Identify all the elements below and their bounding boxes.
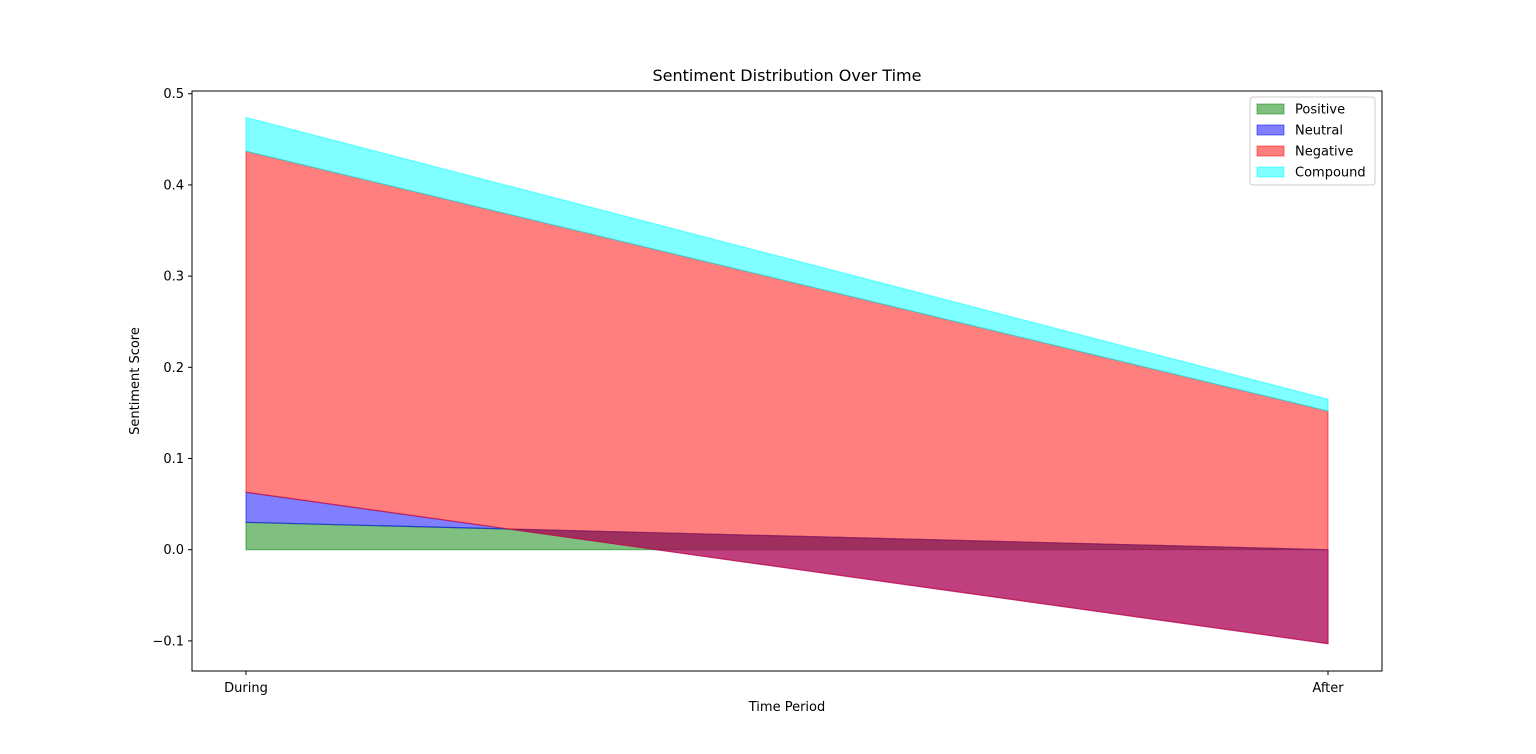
- legend-swatch-compound: [1256, 166, 1285, 178]
- y-tick-label: 0.0: [163, 543, 184, 558]
- legend-swatch-negative: [1256, 145, 1285, 157]
- y-axis-label: Sentiment Score: [128, 327, 143, 435]
- area-compound: [245, 116, 1329, 412]
- legend-label-compound: Compound: [1295, 166, 1366, 181]
- legend-swatch-positive: [1256, 103, 1285, 115]
- legend-label-negative: Negative: [1295, 145, 1353, 160]
- y-tick-label: 0.3: [163, 270, 184, 285]
- plot-frame: [191, 90, 1383, 672]
- y-tick-label: 0.5: [163, 87, 184, 102]
- y-tick-label: 0.1: [163, 452, 184, 467]
- area-negative: [245, 150, 1329, 645]
- x-tick-label: After: [1312, 681, 1344, 696]
- y-tick-label: 0.4: [163, 178, 184, 193]
- legend-swatch-neutral: [1256, 124, 1285, 136]
- x-axis-label: Time Period: [748, 700, 825, 715]
- y-tick-label: −0.1: [152, 634, 184, 649]
- legend-box: [1249, 96, 1376, 186]
- legend: Positive Neutral Negative Compound: [1249, 96, 1376, 186]
- y-tick-label: 0.2: [163, 361, 184, 376]
- y-axis: −0.1 0.0 0.1 0.2 0.3 0.4 0.5: [152, 87, 192, 649]
- x-axis: During After: [224, 671, 1344, 696]
- x-tick-label: During: [224, 681, 268, 696]
- area-layer: [245, 116, 1329, 645]
- legend-label-positive: Positive: [1295, 103, 1345, 118]
- chart-title: Sentiment Distribution Over Time: [653, 66, 922, 85]
- legend-label-neutral: Neutral: [1295, 124, 1343, 139]
